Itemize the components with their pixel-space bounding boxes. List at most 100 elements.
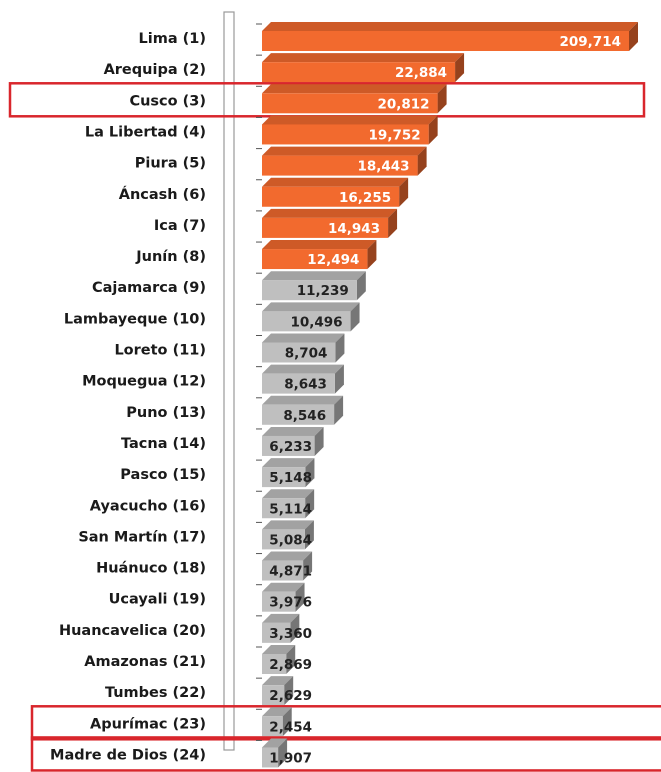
bar-top: [262, 426, 324, 436]
bar-side: [284, 676, 294, 706]
bar: [262, 177, 409, 207]
category-label: Madre de Dios (24): [50, 747, 206, 763]
category-label: Junín (8): [135, 249, 206, 265]
bar: [262, 613, 300, 643]
value-label: 16,255: [339, 190, 391, 206]
value-label: 18,443: [357, 159, 409, 175]
bar: [262, 676, 294, 706]
bar-side: [367, 240, 377, 270]
bar-top: [262, 271, 366, 281]
category-label: Huancavelica (20): [59, 623, 206, 639]
category-label: Cajamarca (9): [92, 280, 206, 296]
category-label: Tacna (14): [121, 436, 206, 452]
bar: [262, 208, 398, 238]
value-label: 14,943: [328, 221, 380, 237]
bar-side: [388, 208, 398, 238]
value-label: 22,884: [395, 65, 447, 81]
bar-front: [262, 498, 306, 519]
value-label: 19,752: [369, 127, 421, 143]
value-label: 5,148: [269, 470, 312, 486]
bar-side: [334, 395, 344, 425]
bar-front: [262, 622, 291, 643]
bar: [262, 364, 344, 394]
bar-top: [262, 302, 360, 312]
value-label: 10,496: [290, 314, 342, 330]
category-label: Arequipa (2): [104, 62, 206, 78]
value-label: 20,812: [377, 96, 429, 112]
bar: [262, 489, 315, 519]
bar-top: [262, 520, 314, 530]
value-label: 209,714: [560, 34, 622, 50]
category-label: Lima (1): [139, 31, 207, 47]
bar-front: [262, 62, 456, 83]
value-label: 8,546: [283, 408, 326, 424]
category-label: Amazonas (21): [84, 654, 206, 670]
bar-top: [262, 208, 398, 218]
bar-side: [428, 115, 438, 145]
bar-front: [262, 591, 296, 612]
bar-top: [262, 115, 438, 125]
value-label: 2,454: [269, 719, 312, 735]
bar: [262, 146, 427, 176]
bar-top: [262, 582, 305, 592]
bar-side: [417, 146, 427, 176]
bar-front: [262, 186, 400, 207]
bar-top: [262, 84, 447, 94]
bar-top: [262, 489, 315, 499]
bar-top: [262, 613, 300, 623]
bar-top: [262, 53, 465, 63]
highlight-box: [30, 736, 661, 772]
bar: [262, 22, 638, 51]
bar-front: [262, 685, 285, 706]
value-label: 3,360: [269, 626, 312, 642]
bar: [262, 115, 438, 145]
bar-front: [262, 716, 283, 737]
bar-front: [262, 404, 335, 425]
category-label: La Libertad (4): [85, 124, 206, 140]
category-label: Ucayali (19): [109, 592, 206, 608]
bar-front: [262, 560, 304, 581]
category-label: Lambayeque (10): [64, 311, 206, 327]
bar-side: [399, 177, 409, 207]
value-label: 1,907: [269, 750, 312, 766]
category-label: Ica (7): [154, 218, 206, 234]
bar: [262, 582, 305, 612]
bar: [262, 271, 366, 301]
bar: [262, 395, 344, 425]
bar: [262, 738, 288, 768]
value-label: 12,494: [307, 252, 359, 268]
bar-front: [262, 654, 287, 674]
value-label: 3,976: [269, 595, 312, 611]
bar-top: [262, 177, 409, 187]
bar-top: [262, 707, 292, 717]
value-label: 2,869: [269, 657, 312, 673]
bar-front: [262, 249, 368, 270]
axis-wall: [223, 11, 235, 751]
bar-top: [262, 738, 288, 748]
bar-front: [262, 747, 279, 768]
bar-top: [262, 364, 344, 374]
bar-front: [262, 217, 389, 238]
bar: [262, 240, 377, 270]
value-label: 5,114: [269, 501, 312, 517]
category-label: Tumbes (22): [105, 685, 206, 701]
bar-side: [350, 302, 360, 332]
category-label: Moquegua (12): [82, 374, 206, 390]
bar-front: [262, 529, 305, 550]
bar-side: [455, 53, 465, 83]
bar: [262, 707, 292, 737]
bar-top: [262, 676, 294, 686]
bar-front: [262, 93, 438, 114]
bar-top: [262, 240, 377, 250]
bar-top: [262, 22, 638, 31]
bar-front: [262, 342, 336, 363]
value-label: 8,643: [284, 377, 327, 393]
bar: [262, 333, 345, 363]
bar-side: [282, 707, 292, 737]
bar: [262, 302, 360, 332]
bar: [262, 84, 447, 114]
bar: [262, 458, 315, 488]
category-label: Loreto (11): [114, 343, 206, 359]
